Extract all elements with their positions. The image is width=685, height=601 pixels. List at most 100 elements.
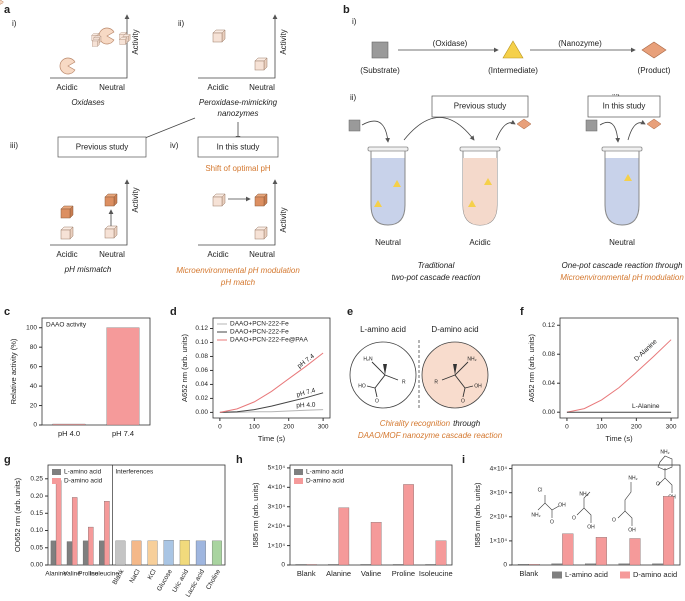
bar (338, 507, 350, 566)
panel-e-shape: O (375, 398, 379, 404)
panel-letters-shape: c (4, 306, 10, 318)
panel-a-shape: Acidic (207, 83, 228, 92)
y-tick-label: 0.04 (542, 380, 555, 387)
y-tick-label: 0.00 (30, 562, 43, 569)
bar (517, 564, 529, 566)
panel-b-shape (627, 119, 646, 141)
panel-b-shape (516, 118, 532, 130)
x-tick-label: Alanine (326, 569, 351, 578)
line (566, 339, 672, 413)
atom-label: NH₂ (628, 475, 637, 481)
panel-a-shape: Acidic (56, 83, 77, 92)
bar (50, 540, 57, 566)
panel-b-shape: two-pot cascade reaction (392, 273, 481, 282)
panel-b-shape (585, 119, 598, 132)
y-tick-label: 80 (30, 344, 38, 351)
x-tick-label: 0 (565, 424, 569, 431)
plot-frame (559, 317, 679, 419)
panel-a-shape (198, 179, 278, 246)
x-tick-label: Isoleucine (90, 571, 120, 578)
x-tick-label: Choline (205, 568, 222, 591)
panel-b-shape: Neutral (375, 238, 401, 247)
y-tick-label: 0 (33, 422, 37, 429)
panel-a-shape (59, 57, 76, 75)
x-tick-label: 0 (218, 424, 222, 431)
panel-b-shape (374, 200, 382, 207)
panel-a-shape: Activity (131, 187, 140, 212)
panel-e-shape: L-amino acid (360, 325, 406, 334)
x-axis-label: Time (s) (258, 434, 286, 443)
panel-e-shape: O (461, 398, 465, 404)
panel-a-shape: In this study (217, 143, 260, 152)
bar (370, 522, 382, 566)
structures-shape (576, 491, 592, 523)
legend-swatch (294, 469, 303, 475)
panel-b-shape (431, 95, 529, 118)
panel-a-shape (57, 136, 147, 158)
y-tick-label: 20 (30, 402, 38, 409)
panel-a-shape (104, 193, 118, 207)
x-tick-label: Blank (297, 569, 316, 578)
bar (88, 526, 94, 566)
panel-b-shape (502, 40, 524, 59)
x-tick-label: pH 7.4 (112, 429, 134, 438)
y-tick-label: 100 (26, 324, 37, 331)
panel-e-shape: NH₂ (467, 356, 476, 362)
y-axis-label: A652 nm (arb. units) (180, 334, 189, 402)
panel-b-shape: (Substrate) (360, 66, 400, 75)
y-tick-label: 3×10⁴ (490, 489, 508, 496)
y-tick-label: 2×10⁴ (490, 514, 508, 521)
line (219, 392, 324, 413)
bar (82, 540, 89, 566)
y-tick-label: 0.10 (195, 339, 208, 346)
plot-frame (41, 317, 151, 426)
bar (104, 501, 110, 566)
panel-a-shape: ii) (178, 19, 185, 28)
y-tick-label: 0.05 (30, 544, 43, 551)
panel-a-shape: Previous study (76, 143, 128, 152)
bar (99, 540, 105, 566)
panel-letters: a b c d e f g h i (4, 4, 524, 466)
structures (537, 455, 673, 526)
y-axis-label: OD652 nm (arb. units) (13, 477, 22, 552)
panel-a-shape: Neutral (249, 250, 275, 259)
y-tick-label: 0 (503, 562, 507, 569)
y-axis-label: I585 nm (arb. units) (473, 482, 482, 548)
panel-a-shape: Neutral (99, 250, 125, 259)
bar (425, 564, 436, 566)
panel-b-shape: Previous study (454, 102, 506, 111)
panel-b-shape (484, 178, 492, 185)
legend-label: DAAO+PCN-222-Fe (230, 329, 289, 336)
y-tick-label: 0.08 (542, 351, 555, 358)
panel-b-shape: i) (352, 17, 357, 26)
structures-shape (657, 455, 673, 493)
panel-a-shape: iii) (10, 141, 18, 150)
structures-shape (617, 482, 633, 526)
panel-b-shape: Traditional (418, 261, 455, 270)
panel-a-shape: pH mismatch (64, 265, 112, 274)
y-tick-label: 0.25 (30, 476, 43, 483)
panel-b-shape (468, 200, 476, 207)
panel-letters-shape: i (462, 454, 465, 466)
panel-b-shape (348, 119, 361, 132)
atom-label: O (612, 517, 616, 523)
bar (551, 563, 563, 566)
atom-label: NH₂ (531, 512, 540, 518)
panel-letters-shape: h (236, 454, 243, 466)
line (219, 352, 324, 413)
panel-letters-shape: g (4, 454, 11, 466)
y-tick-label: 40 (30, 383, 38, 390)
legend-swatch (294, 478, 303, 484)
panel-b-shape: (Intermediate) (488, 66, 538, 75)
panel-a-shape (60, 205, 74, 219)
y-tick-label: 0.08 (195, 353, 208, 360)
y-tick-label: 0.06 (195, 367, 208, 374)
bar (55, 480, 62, 566)
x-tick-label: 300 (318, 424, 329, 431)
x-tick-label: Valine (361, 569, 381, 578)
panel-a: i) Activity Acidic Neutral Oxidases ii) … (10, 14, 300, 287)
panel-a-shape (254, 193, 268, 207)
panel-a-shape: Acidic (207, 250, 228, 259)
bar (629, 538, 641, 566)
bar (360, 564, 372, 566)
